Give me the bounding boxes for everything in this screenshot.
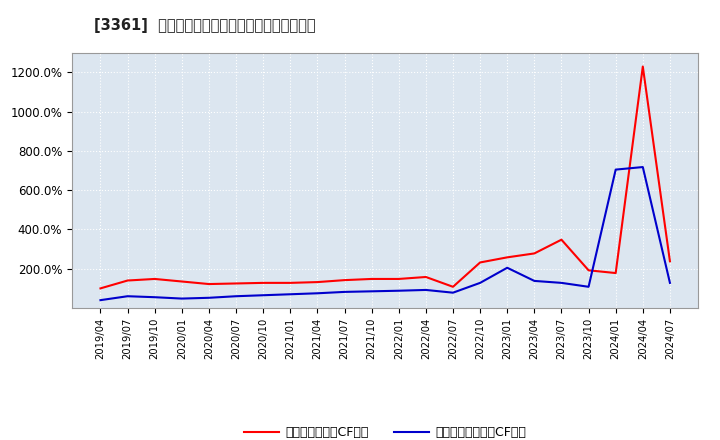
有利子負債フリーCF比率 <box>557 280 566 286</box>
有利子負債営業CF比率 <box>286 280 294 286</box>
Line: 有利子負債フリーCF比率: 有利子負債フリーCF比率 <box>101 167 670 300</box>
有利子負債営業CF比率 <box>259 280 268 286</box>
有利子負債営業CF比率 <box>178 279 186 284</box>
Text: [3361]  有利子負債キャッシュフロー比率の推移: [3361] 有利子負債キャッシュフロー比率の推移 <box>94 18 315 33</box>
Line: 有利子負債営業CF比率: 有利子負債営業CF比率 <box>101 66 670 288</box>
有利子負債営業CF比率 <box>476 260 485 265</box>
有利子負債営業CF比率 <box>665 259 674 264</box>
有利子負債営業CF比率 <box>449 284 457 290</box>
有利子負債営業CF比率 <box>96 286 105 291</box>
有利子負債フリーCF比率 <box>503 265 511 271</box>
有利子負債営業CF比率 <box>584 268 593 273</box>
有利子負債フリーCF比率 <box>286 292 294 297</box>
有利子負債フリーCF比率 <box>449 290 457 295</box>
有利子負債営業CF比率 <box>503 255 511 260</box>
有利子負債フリーCF比率 <box>639 165 647 170</box>
有利子負債フリーCF比率 <box>96 297 105 303</box>
有利子負債営業CF比率 <box>395 276 403 282</box>
有利子負債営業CF比率 <box>530 251 539 256</box>
有利子負債営業CF比率 <box>421 275 430 280</box>
有利子負債営業CF比率 <box>232 281 240 286</box>
有利子負債フリーCF比率 <box>204 295 213 301</box>
有利子負債営業CF比率 <box>150 276 159 282</box>
有利子負債フリーCF比率 <box>367 289 376 294</box>
有利子負債営業CF比率 <box>123 278 132 283</box>
有利子負債フリーCF比率 <box>530 278 539 283</box>
有利子負債フリーCF比率 <box>395 288 403 293</box>
有利子負債営業CF比率 <box>341 278 349 283</box>
有利子負債営業CF比率 <box>611 271 620 276</box>
有利子負債フリーCF比率 <box>150 294 159 300</box>
有利子負債営業CF比率 <box>639 64 647 69</box>
有利子負債フリーCF比率 <box>123 293 132 299</box>
有利子負債フリーCF比率 <box>259 293 268 298</box>
有利子負債フリーCF比率 <box>584 284 593 290</box>
有利子負債フリーCF比率 <box>313 291 322 296</box>
有利子負債フリーCF比率 <box>665 280 674 286</box>
有利子負債フリーCF比率 <box>421 287 430 293</box>
有利子負債フリーCF比率 <box>341 289 349 294</box>
Legend: 有利子負債営業CF比率, 有利子負債フリーCF比率: 有利子負債営業CF比率, 有利子負債フリーCF比率 <box>239 422 531 440</box>
有利子負債フリーCF比率 <box>611 167 620 172</box>
有利子負債営業CF比率 <box>204 282 213 287</box>
有利子負債フリーCF比率 <box>178 296 186 301</box>
有利子負債フリーCF比率 <box>476 280 485 286</box>
有利子負債営業CF比率 <box>367 276 376 282</box>
有利子負債営業CF比率 <box>313 279 322 285</box>
有利子負債営業CF比率 <box>557 237 566 242</box>
有利子負債フリーCF比率 <box>232 293 240 299</box>
